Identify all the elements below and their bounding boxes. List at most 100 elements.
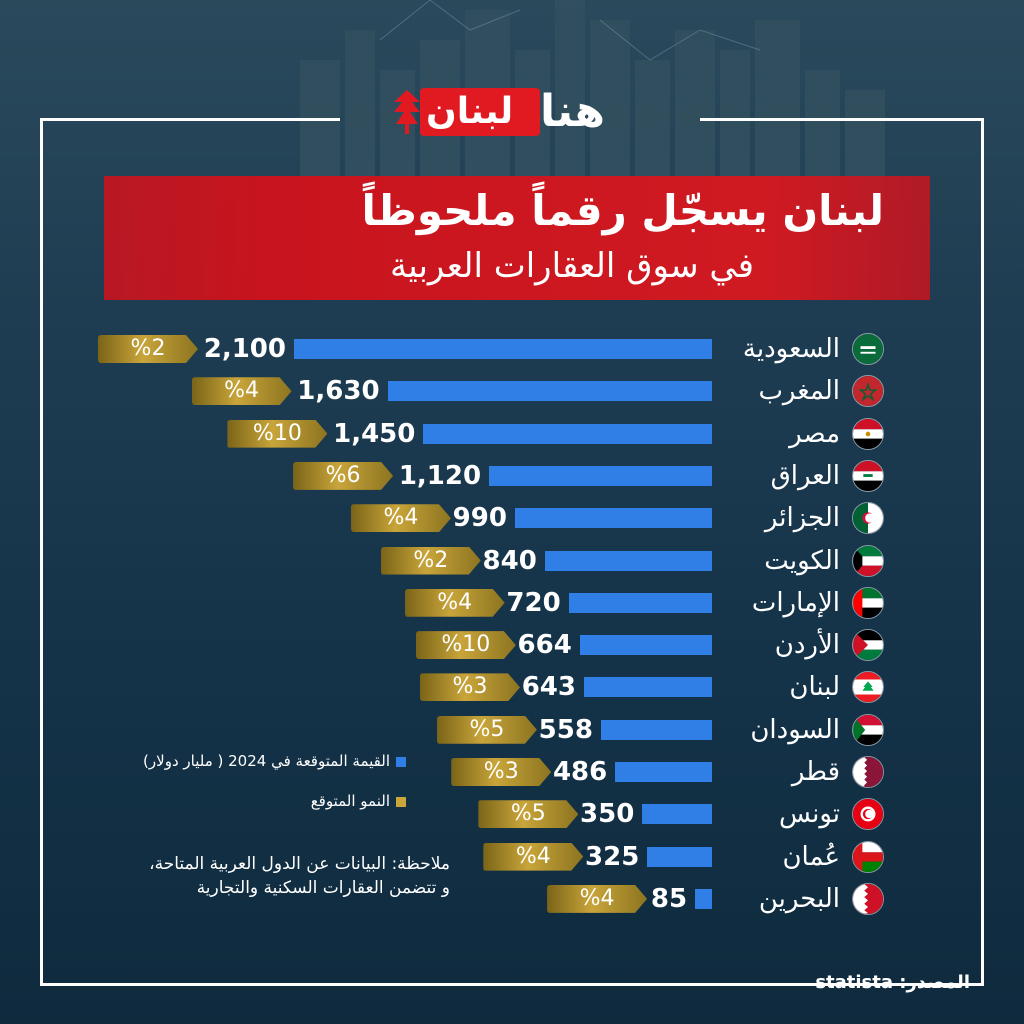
chart-title: لبنان يسجّل رقماً ملحوظاً — [361, 186, 885, 235]
growth-tag-shape — [350, 504, 451, 533]
country-label: لبنان — [789, 672, 840, 703]
country-label: المغرب — [758, 376, 840, 407]
growth-label: %3 — [452, 674, 488, 700]
egypt-flag-icon — [852, 417, 884, 450]
country-label: السعودية — [742, 334, 840, 364]
chart-row: 664 %10 الأردن — [0, 628, 1024, 662]
bar-value-label: 1,450 — [333, 418, 416, 449]
iraq-flag-icon — [852, 459, 884, 492]
bar-value — [387, 381, 712, 402]
growth-tag: %4 — [547, 884, 648, 913]
country-label: العراق — [770, 460, 840, 491]
uae-flag-icon — [852, 586, 884, 619]
growth-tag: %2 — [380, 546, 481, 575]
bar-value — [544, 550, 712, 571]
chart-row: 85 %4 البحرين — [0, 882, 1024, 916]
growth-tag: %3 — [451, 758, 552, 786]
bar-value-label: 643 — [521, 672, 576, 703]
bar-value-label: 664 — [517, 630, 572, 661]
footnote-line-1: ملاحظة: البيانات عن الدول العربية المتاح… — [149, 854, 450, 874]
growth-label: %4 — [224, 378, 259, 404]
country-label: قطر — [791, 757, 840, 787]
logo-red-block — [420, 88, 540, 136]
growth-tag-shape — [98, 335, 198, 363]
growth-label: %10 — [252, 420, 302, 446]
chart-row: 1,120 %6 العراق — [0, 459, 1024, 493]
bar-value-label: 990 — [452, 503, 507, 534]
chart-row: 558 %5 السودان — [0, 713, 1024, 747]
country-label: تونس — [778, 799, 840, 830]
legend-item-growth: النمو المتوقع — [311, 792, 406, 810]
country-label: الجزائر — [764, 503, 840, 534]
bar-value — [615, 762, 712, 782]
legend-item-value: القيمة المتوقعة في 2024 ( مليار دولار) — [143, 752, 406, 770]
growth-label: %5 — [510, 801, 546, 827]
bar-value-label: 1,120 — [398, 460, 482, 491]
chart-row: 840 %2 الكويت — [0, 544, 1024, 578]
growth-label: %5 — [469, 716, 505, 742]
bar-value — [647, 846, 712, 867]
bar-value — [642, 804, 712, 825]
growth-tag-shape — [420, 673, 520, 702]
qatar-flag-icon — [852, 756, 884, 788]
saudi-arabia-flag-icon — [852, 333, 884, 365]
logo-lebanon-text: لبنان — [426, 91, 514, 132]
growth-tag: %2 — [98, 335, 198, 363]
chart-row: 643 %3 لبنان — [0, 670, 1024, 704]
growth-label: %2 — [130, 336, 166, 361]
growth-tag-shape — [478, 800, 579, 829]
growth-label: %2 — [413, 547, 449, 573]
bar-value — [514, 508, 712, 529]
bar-value-label: 840 — [482, 545, 537, 576]
frame-top-left — [40, 118, 340, 121]
bahrain-flag-icon — [852, 882, 884, 915]
algeria-flag-icon — [852, 502, 884, 535]
chart-row: 325 %4 عُمان — [0, 840, 1024, 874]
chart-row: 350 %5 تونس — [0, 797, 1024, 831]
sudan-flag-icon — [852, 713, 884, 746]
chart-row: 1,450 %10 مصر — [0, 417, 1024, 451]
bar-value — [600, 719, 712, 740]
bar-value — [568, 592, 712, 613]
country-label: الأردن — [774, 630, 840, 661]
footnote-line-2: و تتضمن العقارات السكنية والتجارية — [196, 878, 450, 898]
growth-label: %4 — [515, 843, 551, 869]
source-label: المصدر: statista — [815, 972, 970, 993]
bar-value — [695, 888, 712, 909]
title-banner — [104, 176, 930, 300]
country-label: مصر — [789, 418, 840, 449]
chart-row: 720 %4 الإمارات — [0, 586, 1024, 620]
growth-tag: %5 — [478, 800, 579, 829]
chart-subtitle: في سوق العقارات العربية — [389, 246, 754, 286]
growth-tag: %4 — [404, 588, 505, 617]
growth-tag-shape — [436, 715, 537, 744]
bar-value — [423, 423, 712, 444]
bar-value-label: 720 — [506, 587, 561, 618]
bar-value — [584, 677, 712, 698]
bar-value-label: 558 — [538, 714, 593, 745]
bar-value — [294, 339, 712, 359]
bar-value — [489, 465, 712, 486]
legend-growth-label: النمو المتوقع — [310, 792, 390, 810]
growth-label: %6 — [325, 462, 361, 488]
country-label: عُمان — [782, 841, 840, 872]
frame-top-right — [700, 118, 984, 121]
growth-tag-shape — [451, 758, 552, 786]
growth-tag-shape — [547, 884, 648, 913]
footnote: ملاحظة: البيانات عن الدول العربية المتاح… — [80, 852, 450, 900]
kuwait-flag-icon — [852, 544, 884, 577]
chart-row: 486 %3 قطر — [0, 755, 1024, 789]
growth-tag-shape — [483, 842, 584, 871]
bar-value-label: 85 — [650, 883, 688, 914]
growth-tag: %3 — [420, 673, 520, 702]
growth-tag-shape — [415, 631, 516, 660]
growth-tag-shape — [293, 461, 394, 490]
growth-label: %10 — [441, 632, 491, 658]
legend-value-label: القيمة المتوقعة في 2024 ( مليار دولار) — [143, 752, 390, 770]
content-frame — [40, 118, 984, 986]
cedar-icon — [394, 90, 420, 134]
chart-row: 2,100 %2 السعودية — [0, 332, 1024, 366]
growth-tag-shape — [380, 546, 481, 575]
oman-flag-icon — [852, 840, 884, 873]
growth-label: %4 — [437, 589, 473, 615]
